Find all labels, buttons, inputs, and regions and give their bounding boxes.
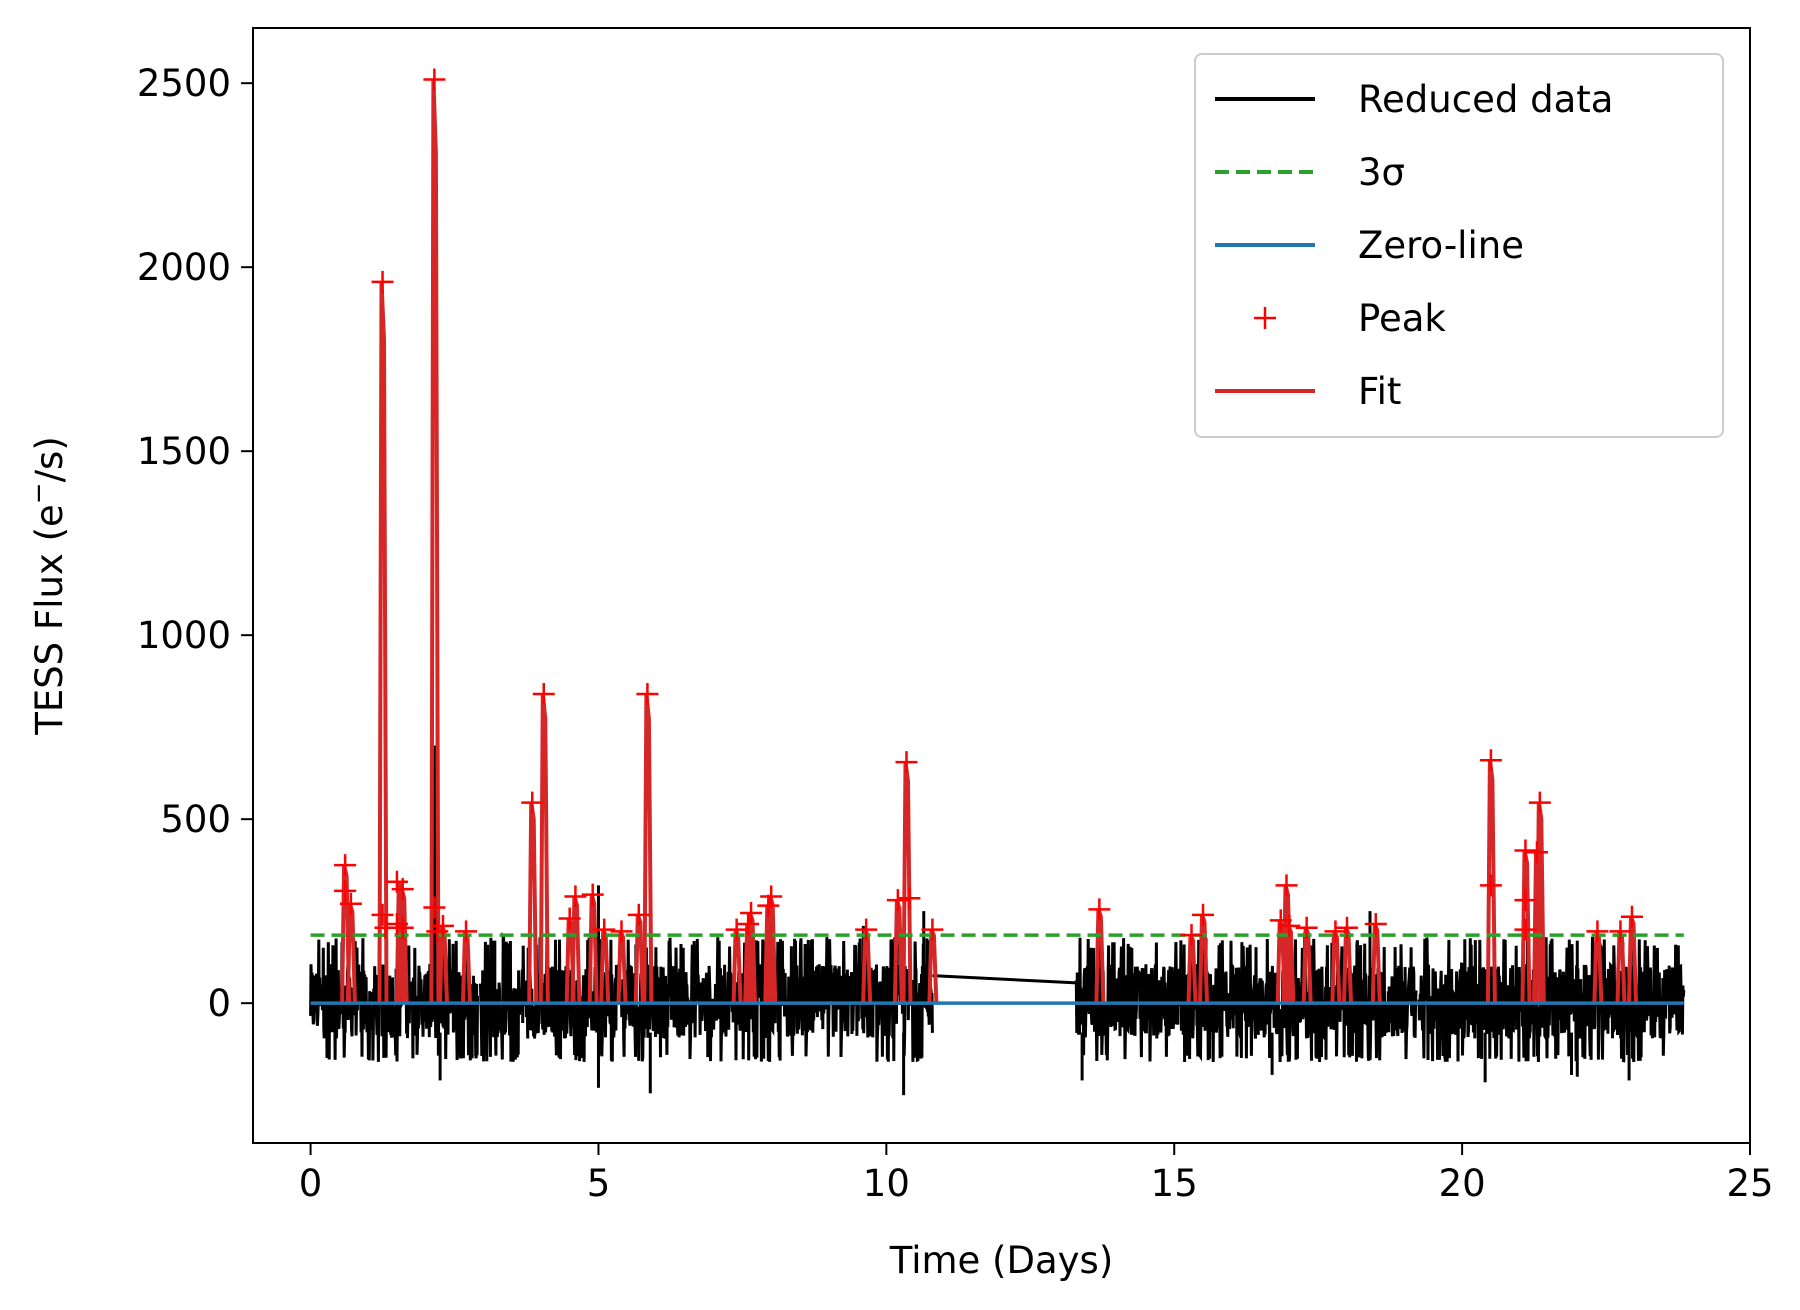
peak-marker (627, 903, 650, 926)
peak-marker (432, 914, 455, 937)
peak-marker (1192, 903, 1215, 926)
peak-marker (725, 918, 748, 941)
fit-spike (538, 693, 550, 1004)
x-tick-label: 10 (863, 1162, 910, 1205)
peak-marker (1586, 920, 1609, 943)
peak-marker (371, 270, 394, 293)
y-axis: 0 500 1000 1500 2000 2500 (137, 62, 253, 1025)
y-tick-label: 1500 (137, 430, 231, 473)
fit-spike (377, 281, 389, 1004)
peak-marker (898, 887, 921, 910)
y-tick-label: 0 (207, 982, 231, 1025)
peak-marker (1479, 749, 1502, 772)
plot-area (309, 68, 1686, 1096)
peak-marker (385, 913, 408, 936)
peak-marker (1620, 905, 1643, 928)
peak-marker (1364, 913, 1387, 936)
x-tick-label: 25 (1726, 1162, 1773, 1205)
reduced-data-segment (309, 937, 479, 1062)
peak-marker (1514, 839, 1537, 862)
reduced-data-segment (1074, 932, 1418, 1063)
peak-marker (1278, 914, 1301, 937)
peak-marker (1514, 889, 1537, 912)
peak-marker (1609, 920, 1632, 943)
peak-marker (760, 885, 783, 908)
peak-marker (1479, 874, 1502, 897)
peak-marker (593, 918, 616, 941)
legend-item: 3σ (1215, 151, 1405, 194)
legend-label: Reduced data (1358, 78, 1613, 121)
legend-item: Zero-line (1215, 224, 1524, 267)
legend-label: 3σ (1358, 151, 1405, 194)
legend-box (1194, 53, 1724, 438)
peak-marker (564, 885, 587, 908)
x-tick-label: 5 (587, 1162, 611, 1205)
peak-marker (1180, 924, 1203, 947)
peak-marker (636, 683, 659, 706)
peak-marker (740, 902, 763, 925)
peak-marker (391, 916, 414, 939)
peak-marker (1528, 791, 1551, 814)
y-tick-label: 500 (160, 798, 231, 841)
peak-marker (1269, 909, 1292, 932)
peak-marker (334, 854, 357, 877)
peak-marker (855, 918, 878, 941)
legend-label: Peak (1358, 297, 1446, 340)
peak-marker (558, 907, 581, 930)
peak-marker (757, 894, 780, 917)
y-axis-label-main: TESS Flux (e (28, 504, 71, 736)
peak-marker (1335, 916, 1358, 939)
x-axis: 0 5 10 15 20 25 (299, 1143, 1774, 1205)
peak-marker (334, 879, 357, 902)
peak-marker (532, 683, 555, 706)
y-tick-label: 1000 (137, 614, 231, 657)
fit-spike (429, 79, 441, 1004)
peak-marker (339, 892, 362, 915)
legend-item: Peak (1254, 297, 1446, 340)
peak-marker (1324, 920, 1347, 943)
peak-marker (581, 883, 604, 906)
x-tick-label: 20 (1439, 1162, 1486, 1205)
x-axis-label: Time (Days) (889, 1239, 1114, 1282)
peak-marker (423, 896, 446, 919)
legend: Reduced data 3σ Zero-line Peak Fit (1194, 53, 1724, 438)
peak-marker (895, 751, 918, 774)
plot-frame (252, 27, 1751, 1144)
peak-marker (1295, 916, 1318, 939)
peak-marker (426, 920, 449, 943)
legend-item: Fit (1215, 370, 1401, 413)
legend-label: Zero-line (1358, 224, 1524, 267)
legend-label: Fit (1358, 370, 1401, 413)
peak-marker (1275, 874, 1298, 897)
y-tick-label: 2500 (137, 62, 231, 105)
y-axis-label-superscript: − (24, 482, 54, 504)
reduced-data-segment (1417, 936, 1686, 1063)
peak-marker (423, 68, 446, 91)
x-tick-label: 0 (299, 1162, 323, 1205)
peak-marker (610, 920, 633, 943)
peak-marker (1088, 898, 1111, 921)
legend-item: Reduced data (1215, 78, 1613, 121)
y-axis-label: TESS Flux (e−/s) (24, 436, 71, 736)
y-axis-label-tail: /s) (28, 436, 71, 482)
peak-marker (1514, 918, 1537, 941)
peak-marker (886, 889, 909, 912)
peak-marker (1525, 841, 1548, 864)
peak-marker (521, 791, 544, 814)
reduced-data-segment (478, 931, 934, 1063)
peak-marker (455, 920, 478, 943)
fit-spike (642, 693, 654, 1004)
peak-marker (391, 878, 414, 901)
peak-marker (737, 913, 760, 936)
x-tick-label: 15 (1151, 1162, 1198, 1205)
peak-marker (921, 918, 944, 941)
reduced-data-gap-line (932, 974, 1077, 985)
y-tick-label: 2000 (137, 246, 231, 289)
peak-marker (371, 903, 394, 926)
